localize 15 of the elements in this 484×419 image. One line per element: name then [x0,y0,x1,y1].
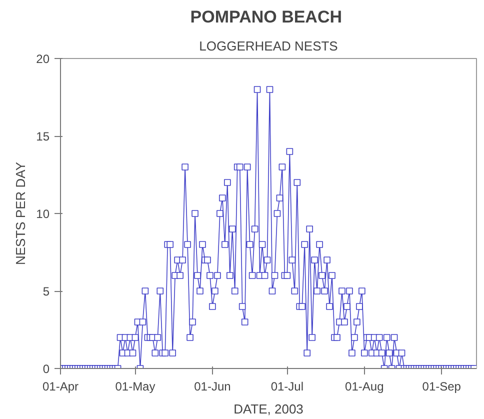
x-tick-label: 01-Jun [194,380,231,394]
x-tick-label: 01-Sep [422,380,462,394]
x-tick-label: 01-Apr [42,380,79,394]
y-tick-label: 5 [42,284,50,298]
chart-title: POMPANO BEACH [190,8,342,26]
x-tick-label: 01-May [115,380,156,394]
x-tick-label: 01-Aug [345,380,384,394]
y-tick-label: 10 [36,207,50,221]
y-axis-title: NESTS PER DAY [13,162,28,266]
chart-subtitle: LOGGERHEAD NESTS [199,38,338,54]
y-tick-label: 20 [36,52,50,66]
y-tick-label: 15 [36,130,50,144]
y-tick-label: 0 [42,362,50,376]
x-tick-label: 01-Jul [270,380,304,394]
x-axis-title: DATE, 2003 [234,402,304,416]
